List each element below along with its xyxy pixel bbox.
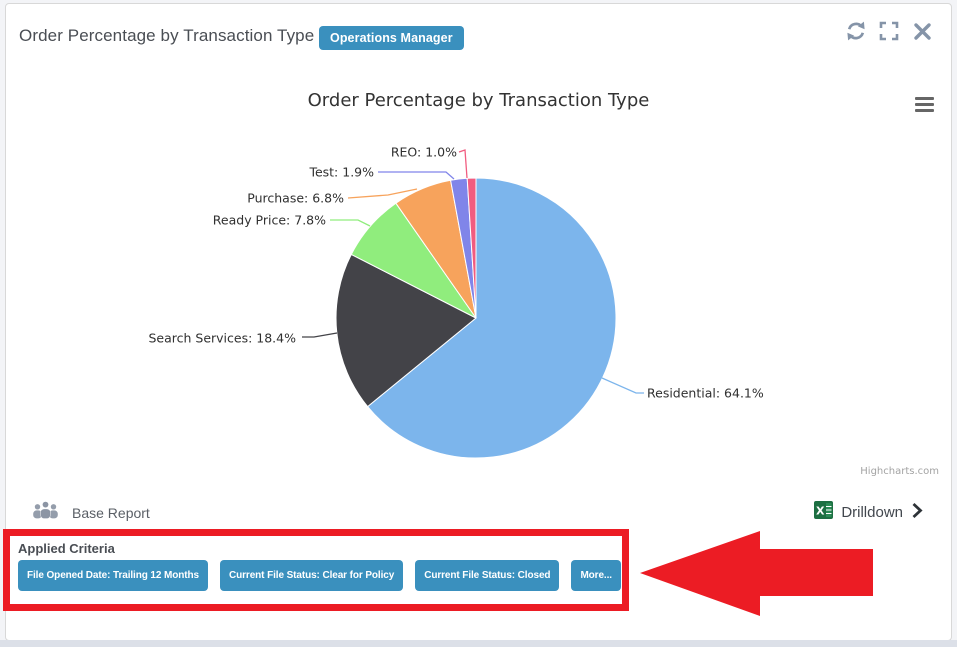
label-connector: [601, 377, 644, 394]
hamburger-menu-icon[interactable]: [915, 97, 934, 112]
applied-criteria-row: File Opened Date: Trailing 12 Months Cur…: [18, 560, 621, 591]
excel-icon: X: [814, 501, 834, 524]
label-connector: [458, 149, 468, 179]
close-icon[interactable]: [911, 20, 933, 42]
criteria-status-closed[interactable]: Current File Status: Closed: [415, 560, 560, 591]
chevron-right-icon: [911, 502, 923, 524]
data-label: REO: 1.0%: [390, 144, 457, 160]
fullscreen-icon[interactable]: [878, 20, 900, 42]
pie-slice[interactable]: [466, 177, 477, 319]
label-connector: [347, 188, 418, 199]
label-connector: [330, 219, 371, 227]
label-connector: [302, 332, 338, 338]
page-background-strip: [0, 640, 957, 647]
base-report: Base Report: [32, 501, 150, 525]
data-label: Search Services: 18.4%: [148, 330, 296, 346]
criteria-status-clear-for-policy[interactable]: Current File Status: Clear for Policy: [219, 560, 404, 591]
criteria-file-opened-date[interactable]: File Opened Date: Trailing 12 Months: [18, 560, 208, 591]
data-label: Residential: 64.1%: [647, 385, 764, 401]
chart-title: Order Percentage by Transaction Type: [307, 90, 650, 111]
drilldown-button[interactable]: X Drilldown: [814, 501, 923, 524]
applied-criteria-heading: Applied Criteria: [18, 541, 115, 556]
role-badge: Operations Manager: [319, 26, 464, 50]
drilldown-label: Drilldown: [841, 504, 903, 521]
dashboard-widget-card: Order Percentage by Transaction Type Ope…: [5, 3, 952, 641]
pie-chart: [302, 149, 644, 459]
criteria-more-button[interactable]: More...: [571, 560, 621, 591]
users-icon: [32, 501, 59, 525]
highcharts-credit[interactable]: Highcharts.com: [860, 466, 939, 477]
widget-title: Order Percentage by Transaction Type: [19, 26, 315, 45]
label-connector: [378, 171, 455, 180]
svg-text:X: X: [816, 505, 825, 518]
base-report-label: Base Report: [72, 505, 150, 521]
chart-area: Order Percentage by Transaction Type Res…: [6, 61, 951, 484]
data-label: Ready Price: 7.8%: [212, 212, 326, 228]
data-label: Purchase: 6.8%: [247, 190, 344, 206]
refresh-icon[interactable]: [845, 20, 867, 42]
widget-controls: [845, 20, 933, 42]
data-label: Test: 1.9%: [309, 164, 374, 180]
